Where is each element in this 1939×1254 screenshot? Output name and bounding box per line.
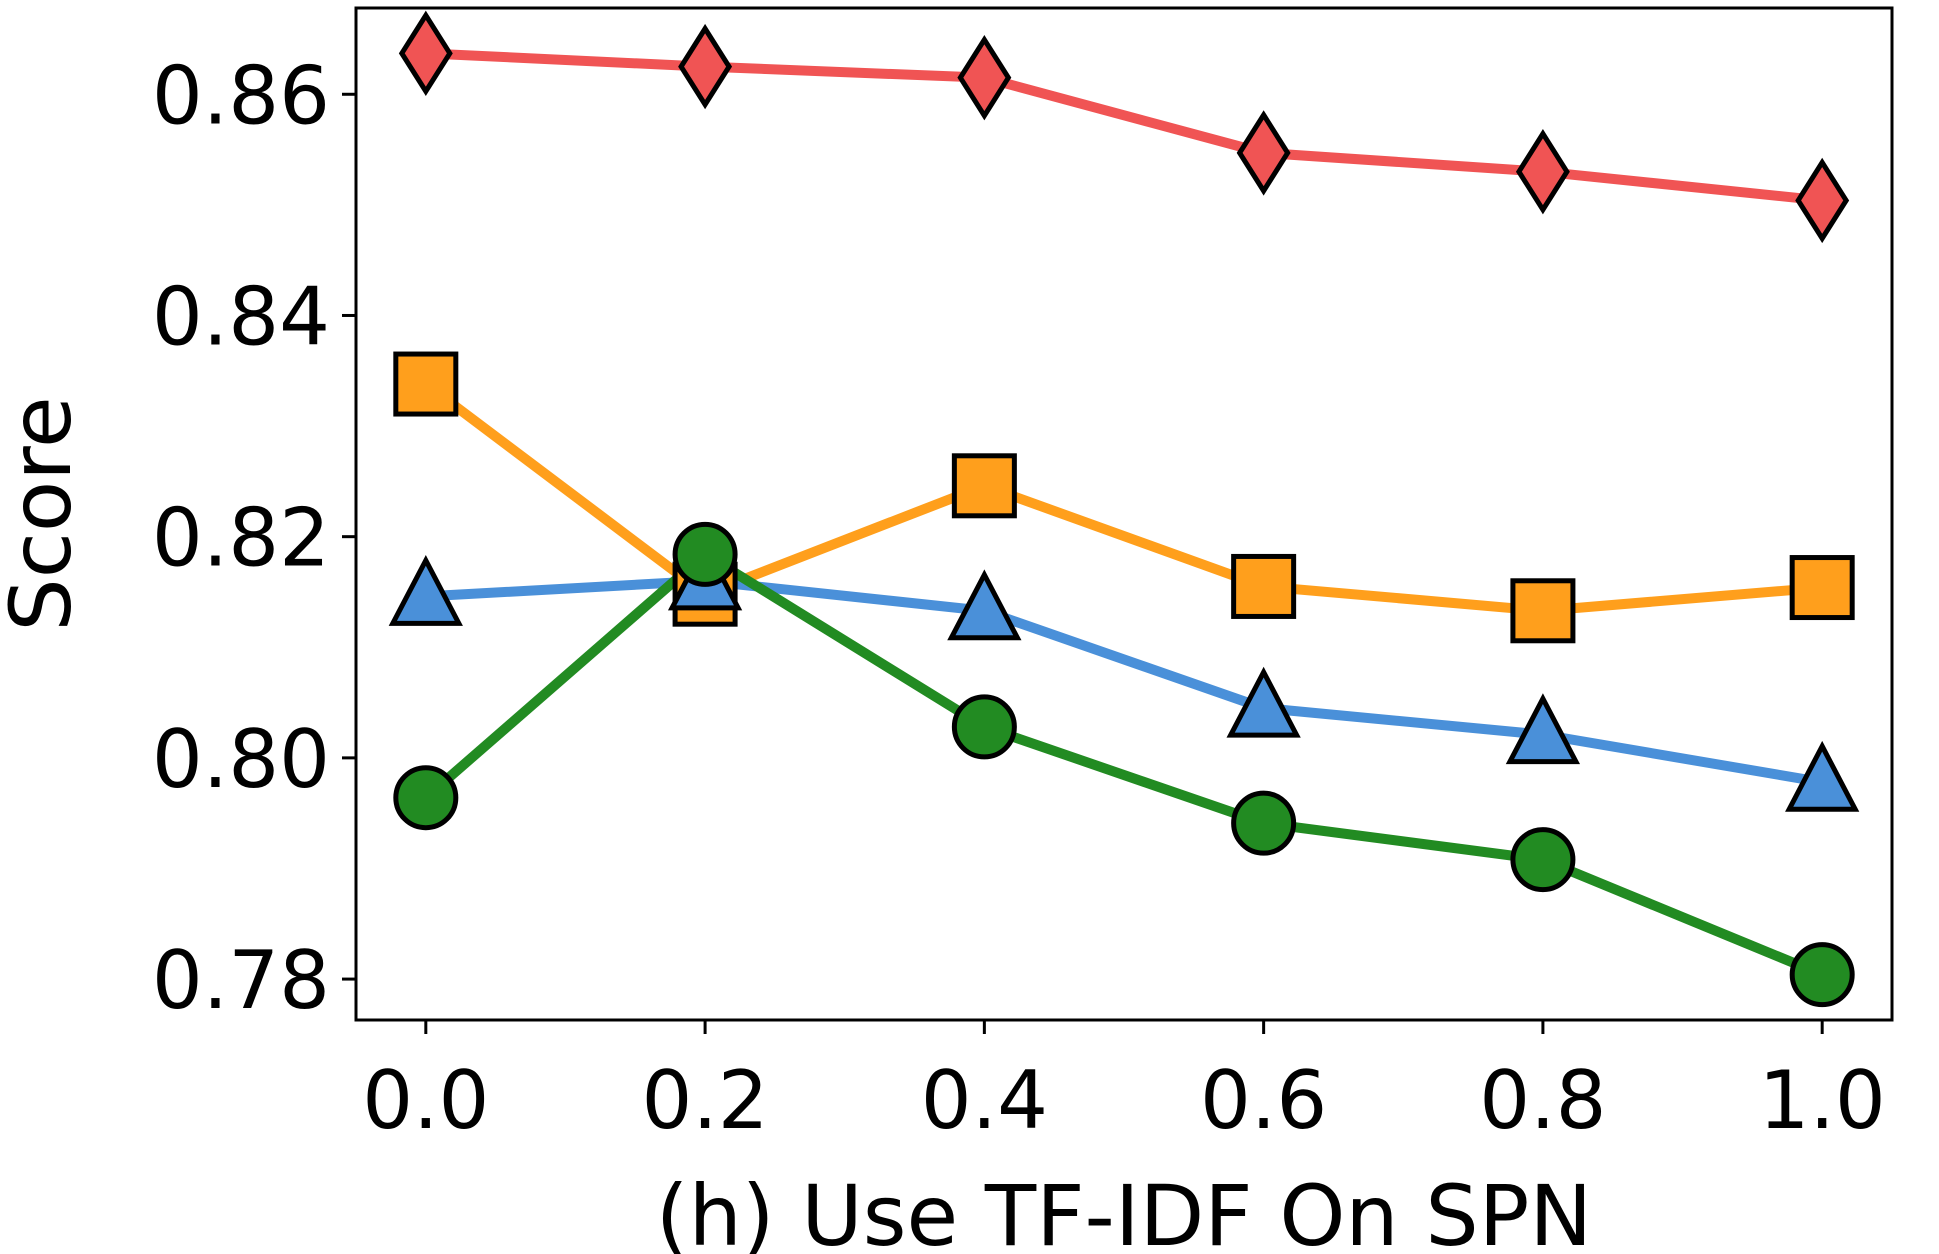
x-axis-title: (h) Use TF-IDF On SPN	[656, 1167, 1592, 1254]
data-point-green-circle	[1510, 827, 1576, 893]
data-point-blue-triangle	[1505, 693, 1581, 765]
x-tick-label: 0.0	[362, 1054, 489, 1147]
y-tick-label: 0.82	[152, 492, 330, 585]
data-point-red-diamond	[678, 23, 733, 110]
data-point-blue-triangle	[388, 555, 463, 626]
series-line-red-diamond	[425, 48, 1823, 206]
series-line-orange-square	[422, 380, 1823, 616]
data-point-orange-square	[1510, 578, 1576, 644]
y-axis-title: Score	[0, 396, 90, 631]
data-point-green-circle	[1231, 790, 1297, 856]
x-tick-label: 0.8	[1479, 1054, 1606, 1147]
data-point-blue-triangle	[947, 569, 1022, 641]
plot-frame	[354, 6, 1894, 1022]
data-point-red-diamond	[398, 10, 453, 97]
data-point-red-diamond	[957, 34, 1012, 121]
y-tick-label: 0.84	[152, 270, 330, 363]
series-line-blue-triangle	[425, 575, 1824, 788]
x-tick-label: 0.2	[641, 1054, 768, 1147]
data-point-blue-triangle	[1785, 740, 1860, 812]
y-tick-label: 0.80	[152, 713, 330, 806]
x-tick-label: 0.6	[1200, 1054, 1327, 1147]
series-line-green-circle	[422, 549, 1825, 980]
data-point-red-diamond	[1236, 110, 1291, 196]
data-point-red-diamond	[1515, 129, 1570, 215]
data-point-green-circle	[1789, 942, 1855, 1008]
x-tick-label: 1.0	[1759, 1054, 1886, 1147]
data-point-orange-square	[1231, 553, 1297, 619]
data-point-blue-triangle	[1226, 666, 1301, 738]
data-point-orange-square	[951, 453, 1017, 519]
data-point-green-circle	[672, 521, 738, 587]
data-point-green-circle	[951, 694, 1017, 760]
y-tick-label: 0.78	[152, 934, 330, 1027]
data-point-orange-square	[1789, 555, 1855, 621]
data-point-orange-square	[393, 351, 459, 417]
x-tick-label: 0.4	[921, 1054, 1048, 1147]
data-point-green-circle	[393, 765, 459, 831]
y-tick-label: 0.86	[152, 49, 330, 142]
data-point-red-diamond	[1795, 157, 1850, 244]
